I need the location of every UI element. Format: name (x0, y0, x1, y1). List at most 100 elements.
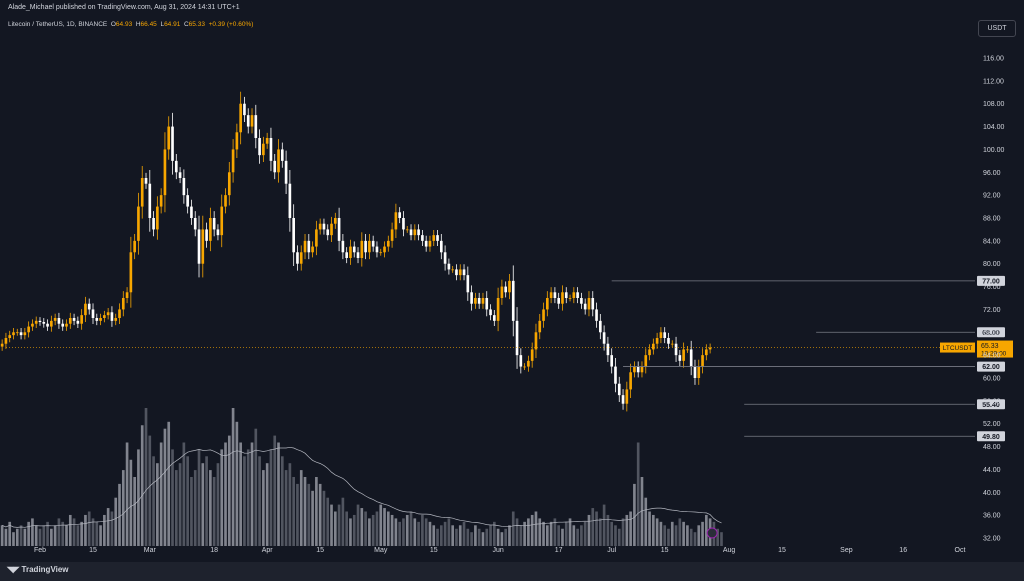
volume-bar (125, 442, 129, 546)
volume-bar (580, 525, 583, 546)
volume-bar (220, 449, 224, 546)
candle-body (682, 349, 685, 361)
volume-bar (436, 528, 439, 546)
lightning-icon[interactable] (706, 527, 718, 539)
volume-bar (693, 532, 697, 546)
volume-bar (84, 514, 87, 546)
volume-bar (193, 470, 197, 546)
level-label: 62.00 (982, 364, 1000, 371)
candle-body (330, 223, 333, 236)
candle-body (19, 332, 23, 336)
x-tick-label: Apr (262, 547, 274, 554)
y-tick-label: 40.00 (983, 490, 1001, 497)
volume-bar (277, 442, 280, 546)
candle-body (413, 229, 417, 236)
volume-bar (144, 408, 148, 546)
candle-body (144, 178, 148, 184)
currency-button[interactable]: USDT (978, 20, 1016, 37)
candle-body (341, 240, 345, 253)
candle-body (655, 338, 659, 344)
tradingview-logo-icon: ◥◤ (7, 565, 20, 574)
volume-bar (288, 463, 292, 546)
volume-bar (171, 449, 174, 546)
volume-bar (595, 511, 598, 546)
candle-body (216, 229, 220, 236)
level-label: 68.00 (982, 330, 1000, 337)
candle-body (515, 320, 519, 356)
candle-body (125, 292, 129, 298)
volume-bar (280, 456, 284, 546)
candle-body (190, 206, 193, 218)
level-label: 55.40 (982, 402, 1000, 409)
candle-body (87, 303, 91, 310)
candle-body (50, 320, 53, 327)
candle-body (477, 298, 481, 304)
volume-bar (432, 525, 436, 546)
volume-bar (31, 518, 34, 546)
symbol-title[interactable]: Litecoin / TetherUS, 1D, BINANCE (8, 21, 108, 28)
volume-bar (591, 508, 595, 546)
candle-body (697, 366, 701, 378)
candle-body (318, 223, 322, 230)
candle-body (587, 298, 591, 310)
candle-body (595, 309, 598, 321)
candle-body (557, 298, 561, 304)
candle-body (432, 235, 436, 241)
candle-body (76, 320, 80, 324)
volume-bar (95, 521, 99, 546)
x-tick-label: Feb (34, 547, 46, 554)
y-tick-label: 52.00 (983, 421, 1001, 428)
y-tick-label: 36.00 (983, 513, 1001, 520)
candle-body (458, 269, 462, 276)
candle-body (84, 303, 87, 316)
candle-body (667, 338, 670, 344)
volume-bar (527, 518, 530, 546)
volume-bar (114, 497, 118, 546)
candle-body (379, 252, 383, 254)
volume-bar (424, 518, 428, 546)
volume-bar (489, 525, 492, 546)
candle-body (106, 312, 110, 316)
candle-body (383, 246, 386, 253)
candle-body (99, 318, 102, 321)
volume-bar (447, 518, 451, 546)
volume-bar (629, 511, 632, 546)
candle-body (519, 355, 523, 367)
volume-bar (133, 477, 136, 546)
volume-bar (481, 532, 485, 546)
last-price-box (977, 340, 1013, 358)
volume-bar (352, 514, 356, 546)
volume-bar (576, 528, 579, 546)
symbol-tag-box (940, 342, 975, 353)
volume-bar (568, 518, 572, 546)
x-tick-label: 15 (661, 547, 669, 554)
volume-bar (686, 525, 689, 546)
candle-body (352, 246, 356, 253)
brand-name: TradingView (21, 565, 69, 574)
candle-body (398, 212, 401, 218)
candle-body (610, 355, 614, 367)
volume-bar (99, 525, 102, 546)
candle-body (220, 206, 224, 236)
candle-body (193, 218, 197, 230)
volume-bar (27, 521, 30, 546)
volume-bar (182, 442, 186, 546)
candle-body (262, 143, 265, 156)
candle-body (455, 269, 458, 276)
tradingview-logo[interactable]: ◥◤ TradingView (7, 565, 69, 574)
change-value: +0.39 (+0.60%) (208, 21, 254, 28)
candle-body (307, 240, 311, 253)
volume-bar (349, 518, 352, 546)
candle-body (333, 218, 337, 224)
candle-body (296, 252, 299, 264)
volume-bar (602, 504, 606, 546)
candle-body (538, 320, 542, 333)
candle-body (212, 218, 216, 230)
volume-bar (167, 421, 171, 546)
y-tick-label: 80.00 (983, 261, 1001, 268)
candle-body (239, 103, 242, 133)
candle-body (68, 318, 72, 324)
candle-body (280, 149, 284, 161)
candle-body (511, 280, 515, 321)
